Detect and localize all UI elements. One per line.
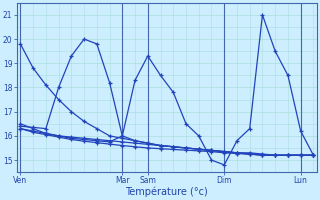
- X-axis label: Température (°c): Température (°c): [125, 187, 208, 197]
